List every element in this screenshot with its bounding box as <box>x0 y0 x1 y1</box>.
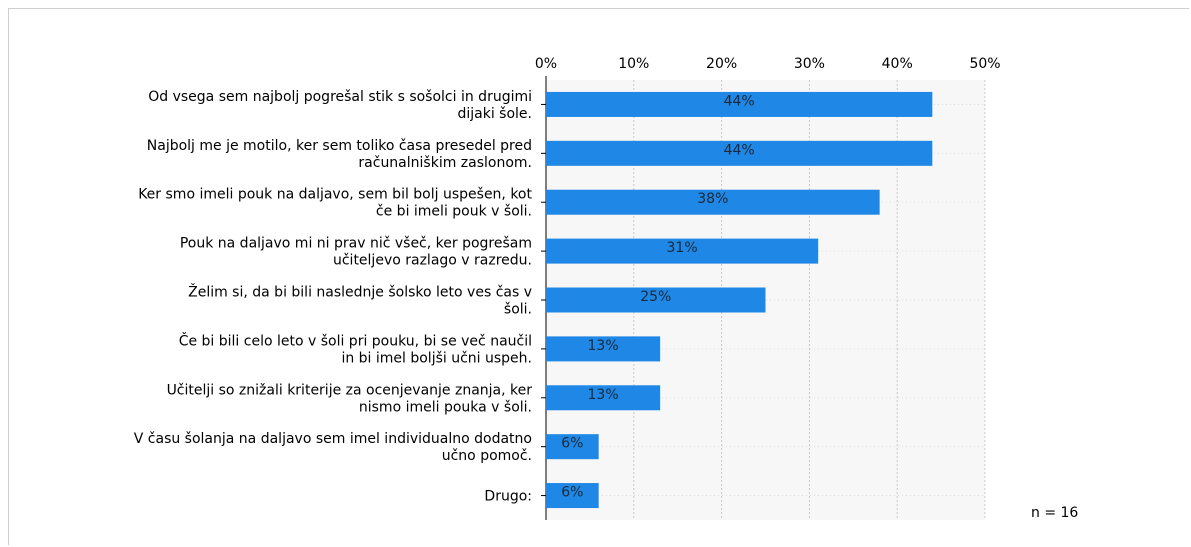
bar-value-label: 13% <box>588 387 619 403</box>
bar <box>546 91 933 117</box>
category-label: učiteljevo razlago v razredu. <box>333 253 532 269</box>
category-label: Učitelji so znižali kriterije za ocenjev… <box>167 382 533 398</box>
bar-value-label: 44% <box>724 142 755 158</box>
category-label: če bi imeli pouk v šoli. <box>376 204 532 220</box>
category-label: Pouk na daljavo mi ni prav nič všeč, ker… <box>180 236 532 252</box>
category-label: računalniškim zaslonom. <box>358 155 532 171</box>
bar-value-label: 13% <box>588 338 619 354</box>
x-tick-label: 10% <box>618 56 649 72</box>
bar-value-label: 6% <box>561 436 583 452</box>
category-label: Želim si, da bi bili naslednje šolsko le… <box>188 283 532 301</box>
x-tick-label: 0% <box>535 56 557 72</box>
bar-value-label: 44% <box>724 93 755 109</box>
category-label: Drugo: <box>484 489 532 505</box>
bar <box>546 189 880 215</box>
bar <box>546 483 599 509</box>
bar <box>546 287 766 313</box>
bar-value-label: 38% <box>697 191 728 207</box>
category-label: Od vsega sem najbolj pogrešal stik s soš… <box>148 89 532 105</box>
category-label: V času šolanja na daljavo sem imel indiv… <box>134 431 532 447</box>
bar <box>546 385 661 411</box>
x-tick-label: 20% <box>706 56 737 72</box>
bar-value-label: 31% <box>667 240 698 256</box>
category-label: nismo imeli pouka v šoli. <box>359 399 532 415</box>
bar <box>546 238 819 264</box>
bar <box>546 434 599 460</box>
category-label: učno pomoč. <box>442 448 532 464</box>
sample-size-label: n = 16 <box>1031 505 1078 521</box>
category-label: dijaki šole. <box>457 106 532 122</box>
category-label: in bi imel boljši učni uspeh. <box>341 350 532 366</box>
category-label: Najbolj me je motilo, ker sem toliko čas… <box>147 138 532 154</box>
bar <box>546 140 933 166</box>
x-tick-label: 30% <box>794 56 825 72</box>
bar-value-label: 25% <box>640 289 671 305</box>
category-label: šoli. <box>504 302 532 318</box>
x-tick-label: 40% <box>882 56 913 72</box>
category-label: Če bi bili celo leto v šoli pri pouku, b… <box>179 331 532 349</box>
x-tick-label: 50% <box>969 56 1000 72</box>
category-label: Ker smo imeli pouk na daljavo, sem bil b… <box>138 187 532 203</box>
bar-value-label: 6% <box>561 485 583 501</box>
bar <box>546 336 661 362</box>
